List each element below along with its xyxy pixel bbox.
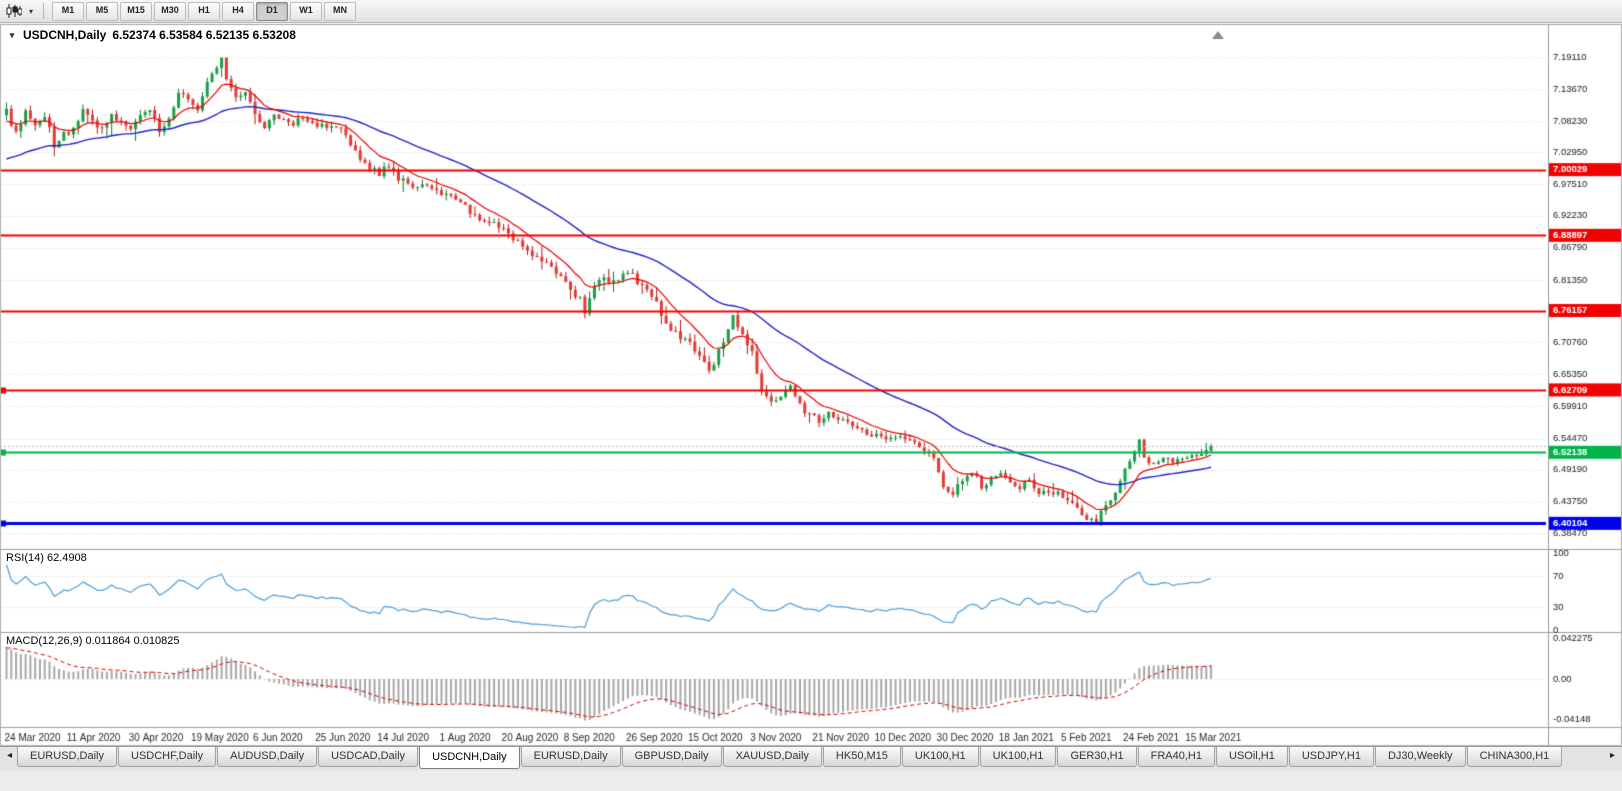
chart-tab-usdcad-3[interactable]: USDCAD,Daily [318, 747, 419, 767]
chart-tab-usdcnh-4[interactable]: USDCNH,Daily [419, 747, 520, 769]
macd-name: MACD(12,26,9) [6, 635, 83, 647]
timeframe-w1-button[interactable]: W1 [290, 1, 322, 21]
timeframe-button-group: M1 M5 M15 M30 H1 H4 D1 W1 MN [51, 1, 357, 21]
chart-tab-usoil-13[interactable]: USOil,H1 [1216, 747, 1288, 767]
timeframe-h4-button[interactable]: H4 [222, 1, 254, 21]
chart-tab-china300-16[interactable]: CHINA300,H1 [1466, 747, 1563, 767]
price-chart-canvas[interactable] [0, 24, 1622, 746]
status-area [0, 771, 1622, 791]
chart-tab-audusd-2[interactable]: AUDUSD,Daily [217, 747, 318, 767]
chart-tab-fra40-12[interactable]: FRA40,H1 [1137, 747, 1215, 767]
timeframe-m5-button[interactable]: M5 [86, 1, 118, 21]
tab-strip: EURUSD,Daily USDCHF,Daily AUDUSD,Daily USDC… [17, 747, 1563, 769]
chart-ohlc-readout: 6.52374 6.53584 6.52135 6.53208 [112, 28, 296, 42]
chart-tab-usdjpy-14[interactable]: USDJPY,H1 [1288, 747, 1374, 767]
chart-tab-usdchf-1[interactable]: USDCHF,Daily [118, 747, 217, 767]
toolbar-separator [43, 3, 44, 19]
chart-tab-uk100-10[interactable]: UK100,H1 [979, 747, 1057, 767]
chart-tab-hk50-8[interactable]: HK50,M15 [822, 747, 901, 767]
chart-title: ▾ USDCNH,Daily 6.52374 6.53584 6.52135 6… [7, 28, 296, 42]
timeframe-m15-button[interactable]: M15 [120, 1, 152, 21]
timeframe-h1-button[interactable]: H1 [188, 1, 220, 21]
timeframe-m1-button[interactable]: M1 [52, 1, 84, 21]
chart-tab-dj30-15[interactable]: DJ30,Weekly [1374, 747, 1466, 767]
chart-context-menu-icon[interactable]: ▾ [9, 29, 15, 40]
candlestick-chart-icon[interactable] [4, 2, 24, 20]
top-toolbar: ▾ M1 M5 M15 M30 H1 H4 D1 W1 MN [0, 0, 1622, 23]
chart-tab-bar: ◂ EURUSD,Daily USDCHF,Daily AUDUSD,Daily US… [0, 746, 1622, 771]
macd-indicator-label: MACD(12,26,9) 0.011864 0.010825 [6, 635, 179, 647]
tab-scroll-right-icon[interactable]: ▸ [1609, 750, 1615, 761]
timeframe-m30-button[interactable]: M30 [154, 1, 186, 21]
tab-scroll-left-icon[interactable]: ◂ [7, 750, 13, 761]
chart-tab-ger30-11[interactable]: GER30,H1 [1057, 747, 1137, 767]
chart-type-dropdown-icon[interactable]: ▾ [28, 6, 33, 16]
rsi-value: 62.4908 [46, 552, 87, 564]
timeframe-mn-button[interactable]: MN [324, 1, 356, 21]
rsi-name: RSI(14) [6, 552, 44, 564]
macd-value: 0.011864 0.010825 [85, 635, 180, 647]
chart-tab-xauusd-7[interactable]: XAUUSD,Daily [722, 747, 822, 767]
chart-tab-uk100-9[interactable]: UK100,H1 [901, 747, 979, 767]
chart-symbol-period: USDCNH,Daily [23, 28, 107, 42]
chart-tab-eurusd-5[interactable]: EURUSD,Daily [520, 747, 621, 767]
rsi-indicator-label: RSI(14) 62.4908 [6, 552, 87, 564]
chart-tab-eurusd-0[interactable]: EURUSD,Daily [17, 747, 117, 767]
chart-tab-gbpusd-6[interactable]: GBPUSD,Daily [621, 747, 722, 767]
timeframe-d1-button[interactable]: D1 [256, 1, 288, 21]
